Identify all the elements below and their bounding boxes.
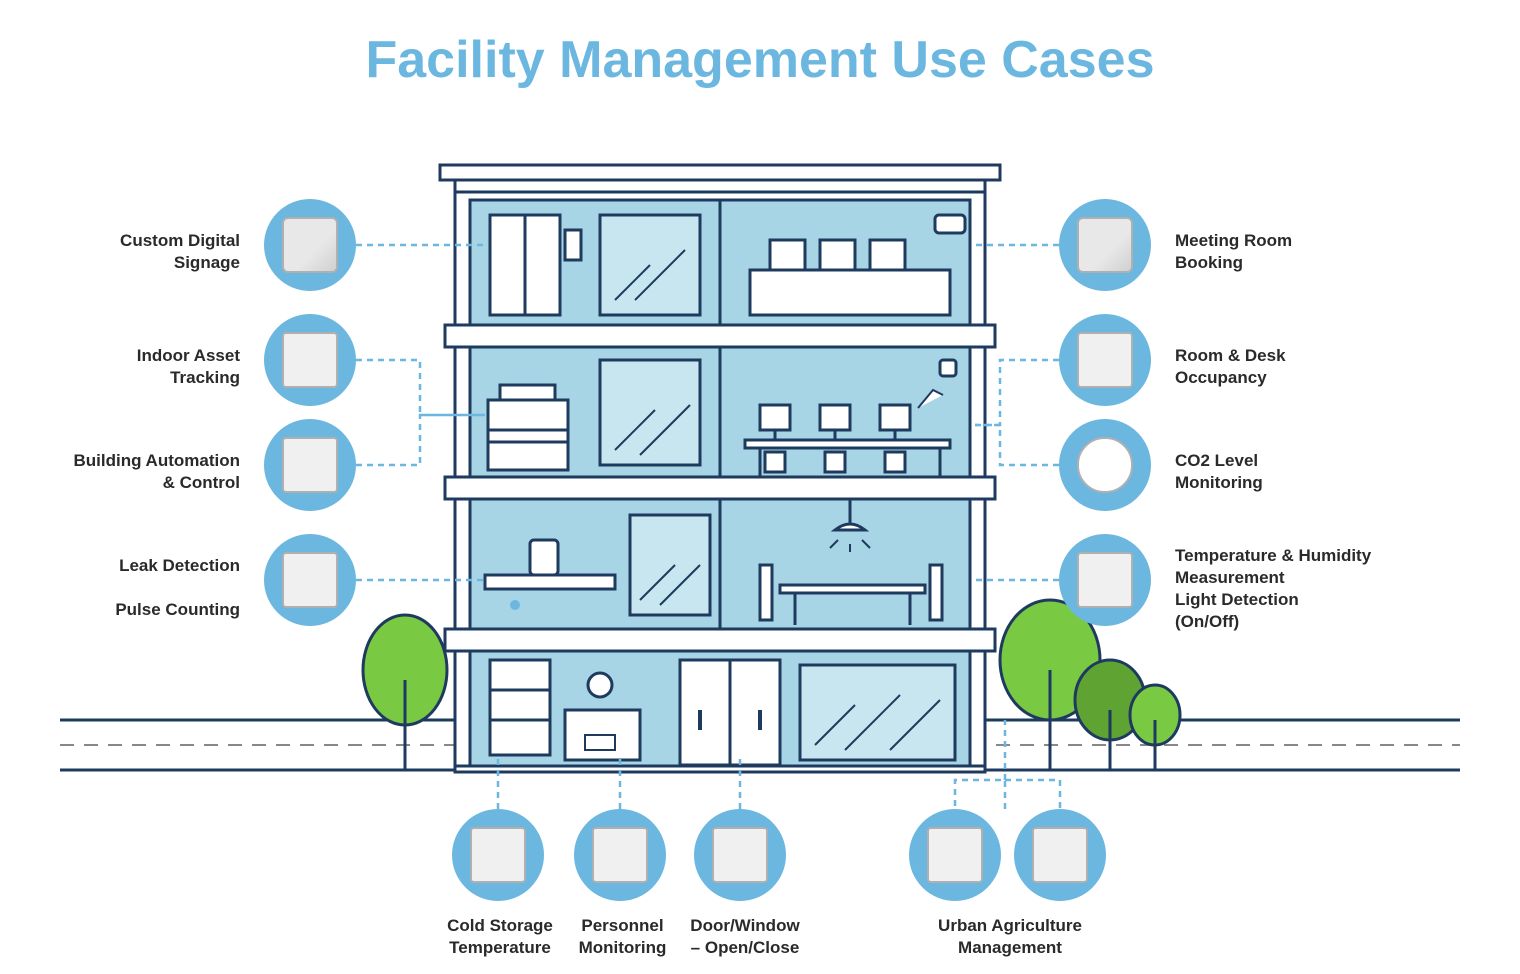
node-label-co2: CO2 LevelMonitoring — [1175, 450, 1375, 494]
device-node-bldg-automation — [264, 419, 356, 511]
device-node-occupancy — [1059, 314, 1151, 406]
device-icon — [282, 217, 337, 272]
node-label-asset-tracking: Indoor AssetTracking — [90, 345, 240, 389]
node-label-bldg-automation: Building Automation& Control — [55, 450, 240, 494]
device-icon — [712, 827, 767, 882]
device-icon — [1077, 552, 1132, 607]
device-icon — [1077, 437, 1132, 492]
node-label-occupancy: Room & DeskOccupancy — [1175, 345, 1375, 389]
node-label-personnel: PersonnelMonitoring — [570, 915, 675, 959]
device-icon — [927, 827, 982, 882]
device-node-door-window — [694, 809, 786, 901]
device-icon — [282, 332, 337, 387]
node-label-meeting-room: Meeting RoomBooking — [1175, 230, 1375, 274]
building-icon — [440, 165, 1000, 772]
device-node-meeting-room — [1059, 199, 1151, 291]
device-icon — [1077, 217, 1132, 272]
device-icon — [282, 437, 337, 492]
device-icon — [470, 827, 525, 882]
device-node-temp-light — [1059, 534, 1151, 626]
node-label-door-window: Door/Window– Open/Close — [680, 915, 810, 959]
device-icon — [592, 827, 647, 882]
device-node-personnel — [574, 809, 666, 901]
node-label-custom-signage: Custom DigitalSignage — [90, 230, 240, 274]
device-node-urban-ag-2 — [1014, 809, 1106, 901]
device-node-custom-signage — [264, 199, 356, 291]
tree-icon — [363, 615, 447, 770]
node-label-urban-ag-2: Urban AgricultureManagement — [920, 915, 1100, 959]
device-node-cold-storage — [452, 809, 544, 901]
node-label-cold-storage: Cold StorageTemperature — [440, 915, 560, 959]
device-node-co2 — [1059, 419, 1151, 511]
device-icon — [282, 552, 337, 607]
node-label-temp-light: Temperature & HumidityMeasurementLight D… — [1175, 545, 1405, 633]
node-label-leak-pulse: Leak DetectionPulse Counting — [90, 555, 240, 621]
device-node-urban-ag-1 — [909, 809, 1001, 901]
device-icon — [1077, 332, 1132, 387]
device-node-leak-pulse — [264, 534, 356, 626]
device-node-asset-tracking — [264, 314, 356, 406]
device-icon — [1032, 827, 1087, 882]
